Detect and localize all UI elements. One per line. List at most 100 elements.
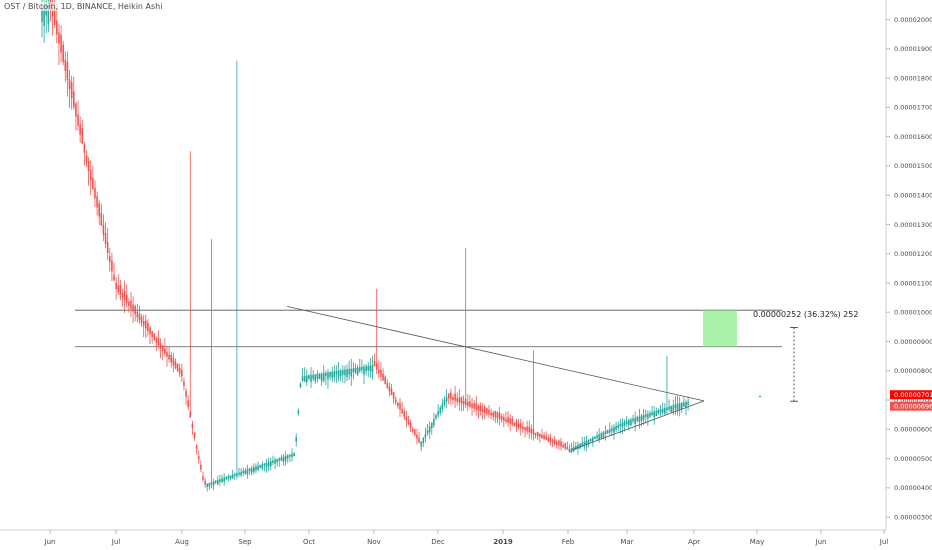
candle-body	[168, 354, 170, 360]
time-tick-label: Jul	[111, 538, 121, 546]
candle-body	[651, 412, 653, 416]
candle-body	[551, 439, 554, 443]
candle-body	[174, 361, 177, 368]
candle-body	[115, 282, 117, 290]
time-axis: Jun Jul Aug Sep Oct Nov Dec 2019 Feb Mar Apr May Jun…	[44, 530, 888, 546]
candle-body	[498, 412, 501, 420]
candle-body	[263, 463, 266, 466]
candle-body	[441, 403, 444, 410]
candle-body	[392, 392, 395, 399]
candle-body	[303, 376, 306, 382]
candle-body	[195, 445, 198, 449]
candle-body	[409, 422, 412, 428]
candle-body	[87, 161, 90, 172]
candle-body	[517, 423, 520, 428]
candle-body	[450, 392, 452, 400]
candle-body	[503, 416, 505, 421]
candle-body	[157, 337, 160, 346]
candle-body	[280, 457, 283, 461]
candle-body	[361, 366, 363, 371]
candle-body	[371, 365, 374, 373]
candle-body	[621, 422, 624, 427]
candle-body	[208, 482, 211, 487]
candle-body	[227, 476, 230, 479]
candle-body	[119, 285, 122, 295]
candle-body	[121, 293, 124, 298]
time-tick-label: Oct	[303, 538, 315, 546]
candle-body	[344, 369, 346, 376]
candle-body	[85, 155, 88, 162]
candle-body	[350, 368, 353, 377]
candle-body	[511, 418, 514, 425]
candle-body	[191, 423, 194, 428]
candle-body	[532, 429, 535, 435]
candle-body	[513, 422, 516, 426]
candle-body	[426, 430, 429, 434]
candle-body	[282, 456, 285, 462]
candle-body	[594, 436, 596, 439]
candle-body	[515, 421, 518, 427]
candle-body	[193, 432, 196, 439]
candle-body	[354, 367, 357, 373]
candle-body	[170, 354, 173, 363]
candle-body	[469, 401, 471, 407]
candle-body	[411, 428, 414, 432]
candle-body	[473, 403, 475, 409]
candle-body	[284, 455, 287, 462]
candle-body	[456, 398, 459, 402]
candle-body	[471, 403, 473, 408]
candle-body	[647, 413, 649, 419]
candle-body	[246, 469, 249, 475]
candle-body	[136, 311, 139, 318]
price-tick-label: 0.00001200	[894, 250, 932, 258]
price-tick-label: 0.00000700	[894, 396, 932, 404]
candle-body	[394, 399, 397, 403]
candle-body	[433, 418, 435, 426]
candle-body	[272, 460, 274, 463]
candle-body	[536, 432, 539, 437]
candle-body	[132, 304, 134, 312]
price-axis: 0.00000300 0.00000400 0.00000500 0.00000600…	[886, 16, 932, 521]
candle-body	[253, 467, 255, 472]
candle-body	[219, 479, 221, 482]
candle-body	[240, 471, 242, 476]
candle-body	[509, 418, 511, 424]
candle-body	[367, 365, 370, 371]
price-tick-label: 0.00001100	[894, 279, 932, 287]
candle-body	[231, 474, 234, 479]
candle-body	[111, 260, 113, 272]
candle-body	[452, 397, 454, 400]
candle-body	[53, 6, 56, 26]
time-tick-label: Mar	[620, 538, 633, 546]
candle-body	[204, 480, 206, 485]
candle-body	[564, 443, 567, 449]
candle-body	[92, 178, 94, 190]
candle-body	[225, 476, 228, 480]
candle-body	[155, 338, 158, 343]
candle-body	[274, 459, 276, 464]
candle-body	[47, 5, 50, 24]
candle-body	[68, 79, 71, 90]
candle-body	[585, 440, 588, 446]
candle-body	[524, 427, 526, 431]
candle-body	[142, 321, 145, 326]
candle-body	[615, 425, 617, 430]
candle-body	[378, 369, 380, 374]
candle-body	[43, 5, 45, 26]
candle-body	[414, 429, 416, 436]
price-label-text: 0.00000701	[894, 391, 932, 399]
candle-body	[161, 345, 164, 352]
candle-body	[337, 370, 340, 378]
candle-body	[41, 5, 43, 22]
candle-body	[223, 477, 225, 482]
candle-body	[265, 462, 268, 468]
candle-body	[638, 416, 641, 423]
candle-body	[197, 456, 200, 460]
price-label-text: 0.00000696	[894, 402, 932, 410]
candle-body	[640, 415, 643, 421]
candle-body	[306, 375, 308, 383]
candle-body	[259, 464, 261, 468]
candle-body	[327, 372, 329, 380]
candle-body	[666, 407, 668, 411]
